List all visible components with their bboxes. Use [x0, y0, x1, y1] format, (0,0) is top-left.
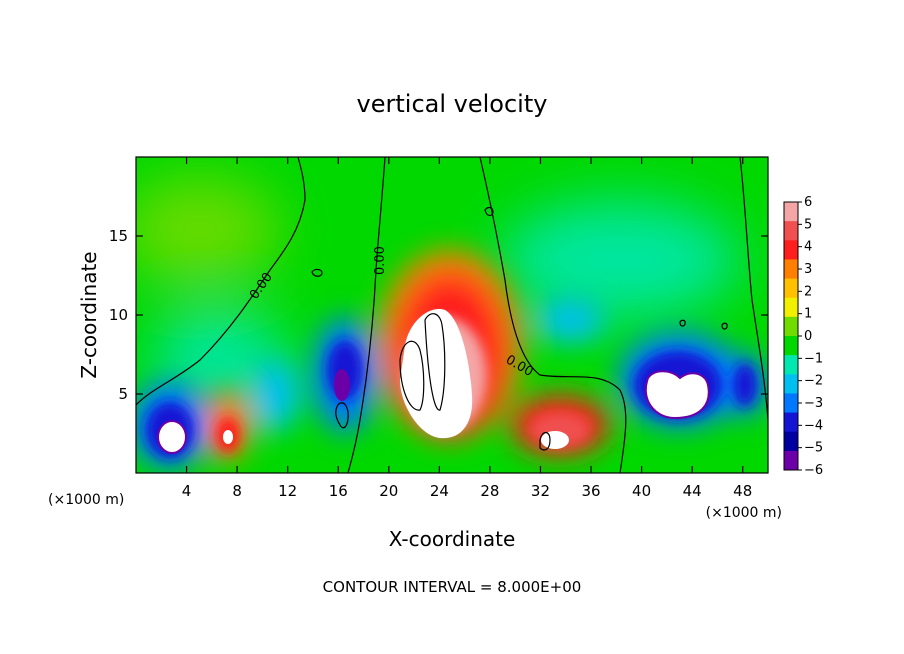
colorbar-swatch: [784, 431, 798, 452]
field-extremes: [157, 309, 710, 454]
y-tick-label: 15: [109, 227, 128, 245]
colorbar-swatch: [784, 450, 798, 471]
x-axis: 4 8 12 16 20 24 28 32 36 40 44 48: [182, 157, 752, 500]
colorbar-label: −1: [804, 351, 823, 366]
inner-contour-central-updraft-b: [424, 313, 446, 411]
colorbar-swatch: [784, 316, 798, 337]
zero-contour-left: [136, 157, 306, 406]
colorbar-label: 0: [804, 329, 812, 344]
x-tick-label: 32: [531, 482, 550, 500]
colorbar-label: −5: [804, 441, 823, 456]
x-tick-label: 44: [683, 482, 702, 500]
zero-contour-center: [347, 157, 386, 473]
y-tick-label: 5: [118, 385, 128, 403]
x-tick-label: 48: [733, 482, 752, 500]
x-tick-label: 20: [379, 482, 398, 500]
field-shading: [136, 175, 740, 410]
colorbar-swatch: [784, 355, 798, 375]
extreme-x3-downdraft: [157, 420, 187, 454]
colorbar-label: 4: [804, 240, 812, 255]
zero-contour-closed-3: [679, 319, 686, 327]
extreme-x43-downdraft: [644, 370, 710, 420]
x-tick-label: 4: [182, 482, 192, 500]
x-tick-label: 12: [278, 482, 297, 500]
colorbar-swatch: [784, 202, 798, 222]
colorbar-swatch: [784, 240, 798, 260]
inner-contour-x33-updraft: [539, 431, 551, 451]
x-tick-label: 40: [632, 482, 651, 500]
zero-contours: [136, 157, 768, 473]
cell-upper-right-downdraft: [536, 298, 604, 342]
colorbar-swatch: [784, 374, 798, 394]
colorbar-label: −2: [804, 374, 823, 389]
x-axis-title: X-coordinate: [389, 527, 516, 551]
zero-contour-right-of-updraft: [479, 157, 627, 473]
colorbar-label: 2: [804, 284, 812, 299]
core-x47-downdraft: [733, 363, 757, 407]
colorbar-swatch: [784, 336, 798, 356]
contour-label-2: 0.00: [373, 246, 388, 275]
colorbar-label: 6: [804, 195, 812, 210]
colorbar: 6 5 4 3 2 1 0 −1 −2 −3 −4 −5 −6: [783, 195, 823, 478]
colorbar-swatch: [784, 259, 798, 280]
colorbar-swatch: [784, 278, 798, 299]
x-tick-label: 24: [430, 482, 449, 500]
y-axis: 5 10 15: [109, 227, 768, 403]
zero-contour-closed-2: [311, 268, 323, 277]
x-tick-label: 8: [232, 482, 242, 500]
y-axis-title: Z-coordinate: [77, 251, 101, 378]
x-tick-label: 16: [329, 482, 348, 500]
colorbar-swatch: [784, 393, 798, 414]
x-tick-label: 36: [581, 482, 600, 500]
extreme-x33-updraft: [541, 431, 569, 449]
extreme-x16-downdraft: [334, 369, 350, 401]
inner-contour-central-updraft-a: [399, 340, 425, 411]
colorbar-label: 3: [804, 262, 812, 277]
colorbar-label: 5: [804, 217, 812, 232]
cell-x11-downdraft: [251, 359, 299, 431]
x-tick-label: 28: [480, 482, 499, 500]
upper-right-weak-downdraft: [500, 200, 740, 320]
colorbar-swatch: [784, 221, 798, 241]
chart-title: vertical velocity: [357, 90, 548, 118]
zero-contour-far-right: [739, 157, 768, 421]
extreme-central-updraft: [400, 309, 473, 439]
zero-contour-closed-1: [484, 206, 494, 217]
contour-interval-note: CONTOUR INTERVAL = 8.000E+00: [323, 578, 582, 596]
colorbar-swatch: [784, 297, 798, 318]
colorbar-label: 1: [804, 307, 812, 322]
x-axis-unit: (×1000 m): [706, 505, 782, 521]
zero-contour-closed-4: [721, 322, 728, 330]
colorbar-label: −6: [804, 463, 823, 478]
inner-contour-x16-downdraft: [335, 402, 349, 429]
colorbar-swatch: [784, 412, 798, 433]
y-axis-unit: (×1000 m): [48, 492, 124, 508]
colorbar-label: −3: [804, 396, 823, 411]
velocity-field: 0.00 0.00 0.00: [136, 157, 768, 473]
upper-left-weak-updraft: [136, 175, 280, 285]
y-tick-label: 10: [109, 306, 128, 324]
colorbar-label: −4: [804, 418, 823, 433]
extreme-x7-updraft: [223, 430, 233, 444]
